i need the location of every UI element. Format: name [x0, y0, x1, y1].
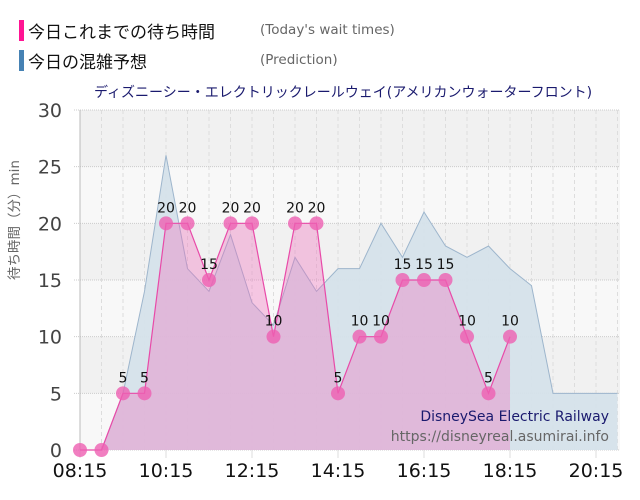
data-point — [417, 273, 431, 287]
data-point — [438, 273, 453, 287]
data-point — [331, 386, 345, 401]
data-point — [180, 216, 195, 231]
x-tick-label: 16:15 — [397, 460, 452, 482]
data-point — [374, 329, 388, 344]
data-label: 20 — [286, 200, 304, 216]
data-label: 10 — [501, 314, 519, 330]
x-tick-label: 10:15 — [139, 460, 194, 482]
data-point — [481, 386, 496, 401]
y-tick-label: 15 — [38, 270, 62, 292]
data-label: 15 — [394, 257, 412, 273]
data-point — [266, 329, 281, 344]
data-point — [202, 273, 216, 287]
data-label: 10 — [351, 314, 369, 330]
legend-item-prediction: 今日の混雑予想 (Prediction) — [19, 49, 338, 73]
data-label: 20 — [222, 200, 240, 216]
data-label: 10 — [458, 314, 476, 330]
data-label: 15 — [415, 257, 433, 273]
data-point — [137, 386, 152, 401]
data-label: 10 — [372, 314, 390, 330]
y-tick-label: 25 — [38, 157, 62, 179]
data-point — [503, 329, 517, 344]
data-point — [245, 216, 259, 231]
data-label: 5 — [140, 370, 149, 386]
data-label: 15 — [200, 257, 218, 273]
data-label: 5 — [119, 370, 128, 386]
legend-swatch-actual — [19, 19, 24, 41]
legend-item-actual: 今日これまでの待ち時間 (Today's wait times) — [19, 19, 395, 43]
data-label: 20 — [157, 200, 175, 216]
data-label: 10 — [265, 314, 283, 330]
legend-prediction-label-en: (Prediction) — [260, 52, 338, 68]
data-point — [159, 216, 173, 231]
y-tick-label: 10 — [38, 327, 62, 349]
data-point — [460, 329, 474, 344]
data-label: 5 — [484, 370, 493, 386]
y-tick-label: 20 — [38, 213, 62, 235]
x-tick-label: 14:15 — [311, 460, 366, 482]
data-point — [223, 216, 238, 231]
x-tick-label: 12:15 — [225, 460, 280, 482]
plot-band — [80, 110, 620, 167]
watermark-title: DisneySea Electric Railway — [420, 409, 609, 425]
prediction-area — [80, 155, 618, 451]
chart-title: ディズニーシー・エレクトリックレールウェイ(アメリカンウォーターフロント) — [94, 85, 593, 101]
data-label: 20 — [179, 200, 197, 216]
data-label: 20 — [243, 200, 261, 216]
legend-actual-label-jp: 今日これまでの待ち時間 — [28, 22, 215, 43]
data-point — [94, 443, 109, 457]
watermark-url: https://disneyreal.asumirai.info — [391, 429, 609, 445]
x-tick-label: 18:15 — [483, 460, 538, 482]
x-tick-label: 20:15 — [569, 460, 624, 482]
prediction-line — [80, 155, 618, 451]
data-label: 20 — [308, 200, 326, 216]
y-tick-label: 30 — [38, 100, 62, 122]
legend-actual-label-en: (Today's wait times) — [260, 22, 395, 38]
data-point — [309, 216, 324, 231]
x-tick-label: 08:15 — [53, 460, 108, 482]
legend-prediction-label-jp: 今日の混雑予想 — [28, 52, 147, 73]
legend-swatch-prediction — [19, 49, 24, 71]
y-tick-label: 5 — [50, 383, 62, 405]
data-label: 15 — [437, 257, 455, 273]
data-label: 5 — [334, 370, 343, 386]
data-point — [288, 216, 302, 231]
data-point — [395, 273, 410, 287]
y-tick-label: 0 — [50, 440, 62, 462]
data-point — [116, 386, 130, 401]
data-point — [73, 443, 87, 457]
data-point — [352, 329, 367, 344]
